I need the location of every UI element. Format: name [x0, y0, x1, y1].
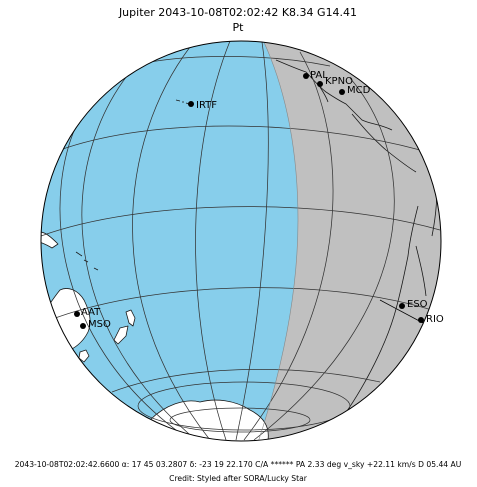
site-eso[interactable]: ESO [399, 299, 428, 310]
meridian-5 [253, 77, 395, 441]
footer-info-line: 2043-10-08T02:02:42.6600 α: 17 45 03.280… [15, 460, 462, 469]
graticule [41, 41, 441, 441]
site-label: IRTF [196, 100, 217, 111]
map-subtitle: Pt [233, 21, 245, 34]
parallel-75s [137, 381, 351, 431]
parallel-30s [49, 287, 433, 321]
parallel-0 [41, 206, 441, 237]
meridian-2 [195, 41, 231, 441]
site-marker [303, 73, 309, 79]
site-rio[interactable]: RIO [418, 314, 444, 325]
site-marker [188, 101, 194, 107]
site-label: RIO [426, 314, 444, 325]
site-label: MCD [347, 85, 371, 96]
meridian-1 [132, 46, 211, 441]
site-mcd[interactable]: MCD [339, 85, 371, 96]
parallel-30n [59, 125, 421, 151]
site-irtf[interactable]: IRTF [188, 100, 217, 111]
parallel-60s [111, 368, 381, 393]
site-label: PAL [310, 70, 328, 81]
new-guinea [41, 231, 59, 249]
observatory-sites: IRTF PAL KPNO MCD ESO RIO AAT MSO [74, 70, 444, 330]
site-aat[interactable]: AAT [74, 307, 101, 318]
meridian-7 [59, 113, 185, 437]
terminator-line [251, 41, 299, 441]
map-title: Jupiter 2043-10-08T02:02:42 K8.34 G14.41 [118, 6, 357, 19]
site-pal[interactable]: PAL [303, 70, 328, 81]
site-kpno[interactable]: KPNO [317, 76, 353, 87]
globe-outline [40, 40, 442, 442]
central-america-coast [351, 113, 417, 173]
footer-credit: Credit: Styled after SORA/Lucky Star [169, 474, 308, 483]
site-marker [317, 81, 323, 87]
meridian-6 [81, 71, 197, 441]
site-marker [339, 89, 345, 95]
parallel-60n [149, 56, 331, 67]
meridian-4 [243, 51, 334, 441]
site-label: AAT [81, 307, 101, 318]
new-zealand-south [113, 325, 129, 345]
site-label: KPNO [325, 76, 353, 87]
andes-detail [415, 245, 427, 297]
site-marker [399, 303, 405, 309]
north-america-coast [275, 59, 393, 131]
globe [40, 40, 442, 442]
meridian-3 [235, 41, 269, 441]
site-label: ESO [407, 299, 428, 310]
site-marker [80, 323, 86, 329]
tasmania [78, 349, 90, 363]
site-label: MSO [88, 319, 111, 330]
new-zealand-north [125, 309, 136, 327]
site-marker [418, 317, 424, 323]
south-america-coast [333, 205, 419, 429]
parallel-85s [169, 407, 311, 433]
site-marker [74, 311, 80, 317]
site-mso[interactable]: MSO [80, 319, 111, 330]
